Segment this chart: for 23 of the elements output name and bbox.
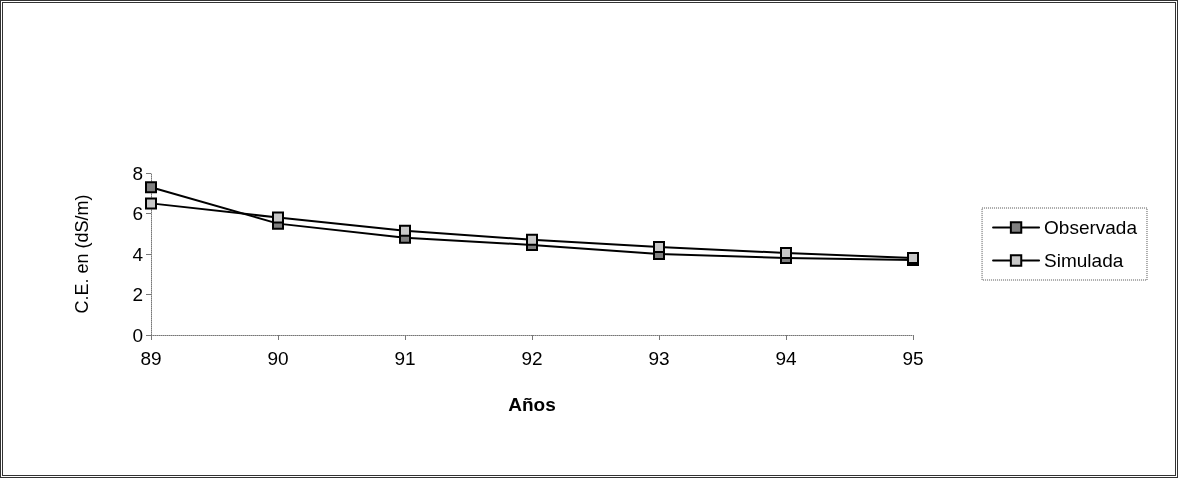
point [526, 233, 538, 246]
y-tick-label: 4 [132, 243, 144, 265]
y-tick-label: 8 [132, 162, 143, 184]
legend-label: Simulada [1044, 250, 1124, 271]
y-axis-title: C.E. en (dS/m) [72, 194, 92, 314]
point [653, 240, 665, 253]
legend-label: Observada [1044, 217, 1138, 238]
y-tick-label: 2 [132, 284, 143, 305]
point [145, 181, 157, 194]
point [780, 246, 792, 259]
x-tick-label: 94 [775, 348, 797, 369]
x-tick-label: 95 [902, 348, 924, 369]
x-tick-label: 92 [521, 348, 543, 369]
x-tick-label: 93 [648, 348, 670, 369]
x-tick-label: 90 [267, 348, 289, 369]
x-tick-label: 89 [140, 348, 162, 369]
y-tick-label: 0 [132, 324, 143, 346]
x-axis-title: Años [508, 394, 556, 415]
point [145, 197, 157, 210]
point [399, 224, 411, 237]
point [272, 211, 284, 224]
y-tick-label: 6 [132, 203, 143, 224]
x-tick-label: 91 [394, 348, 416, 369]
